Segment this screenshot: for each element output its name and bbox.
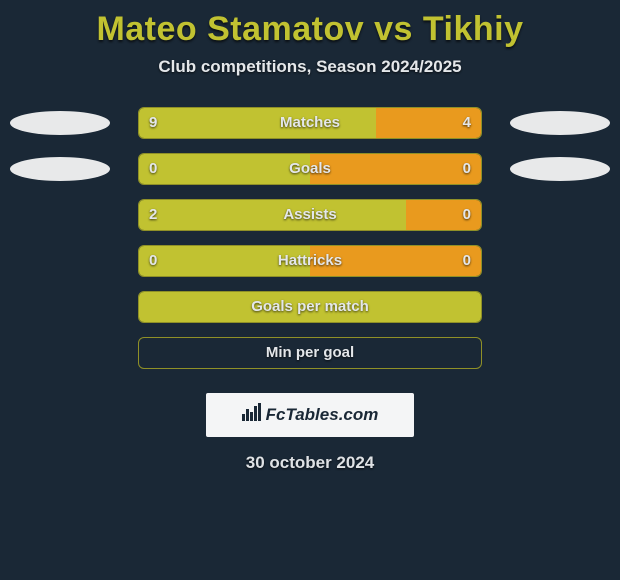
logo-chart-icon: [242, 394, 262, 438]
stat-bar-left: [139, 246, 310, 276]
stats-list: 94Matches 00Goals 20Assists 00Hattricks Goal…: [0, 107, 620, 369]
page-title: Mateo Stamatov vs Tikhiy: [0, 10, 620, 49]
stat-bar: Goals per match: [138, 291, 482, 323]
stat-row: 94Matches: [0, 107, 620, 139]
stat-bar-left: [139, 292, 481, 322]
comparison-card: Mateo Stamatov vs Tikhiy Club competitio…: [0, 0, 620, 473]
player-avatar-left: [10, 157, 110, 181]
snapshot-date: 30 october 2024: [0, 453, 620, 473]
logo-text: FcTables.com: [266, 405, 379, 424]
stat-bar-left: [139, 200, 406, 230]
stat-row: 20Assists: [0, 199, 620, 231]
stat-label: Min per goal: [139, 338, 481, 368]
stat-bar-right: [310, 154, 481, 184]
stat-bar-right: [376, 108, 481, 138]
stat-bar-left: [139, 108, 376, 138]
stat-bar: 00Goals: [138, 153, 482, 185]
stat-bar-left: [139, 154, 310, 184]
stat-bar-right: [406, 200, 481, 230]
stat-bar: 00Hattricks: [138, 245, 482, 277]
stat-bar: Min per goal: [138, 337, 482, 369]
stat-bar-right: [310, 246, 481, 276]
stat-row: 00Goals: [0, 153, 620, 185]
stat-bar: 20Assists: [138, 199, 482, 231]
page-subtitle: Club competitions, Season 2024/2025: [0, 57, 620, 77]
site-logo: FcTables.com: [206, 393, 414, 437]
player-avatar-right: [510, 111, 610, 135]
stat-row: Goals per match: [0, 291, 620, 323]
stat-row: 00Hattricks: [0, 245, 620, 277]
stat-bar: 94Matches: [138, 107, 482, 139]
player-avatar-left: [10, 111, 110, 135]
player-avatar-right: [510, 157, 610, 181]
stat-row: Min per goal: [0, 337, 620, 369]
